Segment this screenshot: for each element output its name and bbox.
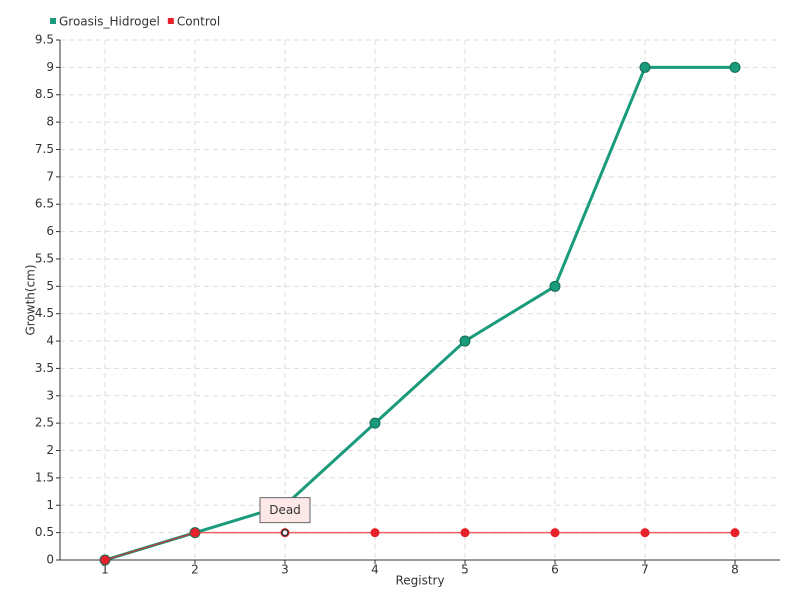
y-tick-label: 4.5	[35, 306, 54, 320]
annotation-box	[259, 497, 311, 524]
series-line	[104, 65, 735, 562]
x-tick-label: 2	[191, 563, 199, 577]
x-tick-label: 7	[641, 563, 649, 577]
y-tick-label: 6	[46, 224, 54, 238]
legend-swatch	[167, 18, 174, 24]
y-tick-label: 9.5	[35, 33, 54, 47]
point	[459, 335, 471, 347]
y-tick-label: 8	[46, 115, 54, 129]
y-tick-label: 5	[46, 279, 54, 293]
y-tick-label: 6.5	[35, 197, 54, 211]
point	[730, 528, 740, 538]
point	[369, 417, 381, 429]
y-tick-label: 0.5	[35, 525, 54, 539]
y-tick-label: 4	[46, 334, 54, 348]
annotation-point	[281, 528, 289, 537]
y-tick-label: 1.5	[35, 470, 54, 484]
y-tick-label: 3.5	[35, 361, 54, 375]
y-axis-label: Growth(cm)	[24, 264, 38, 335]
point	[640, 528, 650, 538]
legend-label: Control	[177, 15, 220, 29]
point	[639, 61, 651, 73]
point	[460, 528, 470, 538]
series-line	[104, 531, 735, 561]
point	[190, 528, 200, 538]
legend-swatch	[50, 18, 56, 24]
x-tick-label: 1	[101, 563, 109, 577]
y-tick-label: 1	[46, 498, 54, 512]
x-axis-label: Registry	[395, 574, 444, 588]
x-tick-label: 5	[461, 563, 469, 577]
annotation-text: Dead	[269, 503, 301, 517]
y-tick-label: 7	[46, 169, 54, 183]
point	[550, 528, 560, 538]
y-tick-label: 9	[46, 60, 54, 74]
y-tick-label: 3	[46, 388, 54, 402]
y-tick-label: 7.5	[35, 142, 54, 156]
x-tick-label: 6	[551, 563, 559, 577]
y-tick-label: 0	[46, 553, 54, 567]
x-tick-label: 8	[731, 563, 739, 577]
point	[100, 555, 110, 565]
y-tick-label: 8.5	[35, 87, 54, 101]
point	[729, 61, 741, 73]
y-tick-label: 2.5	[35, 416, 54, 430]
legend-label: Groasis_Hidrogel	[59, 15, 160, 29]
y-tick-label: 5.5	[35, 251, 54, 265]
point	[549, 280, 561, 292]
point	[370, 528, 380, 538]
y-tick-label: 2	[46, 443, 54, 457]
x-tick-label: 4	[371, 563, 379, 577]
x-tick-label: 3	[281, 563, 289, 577]
